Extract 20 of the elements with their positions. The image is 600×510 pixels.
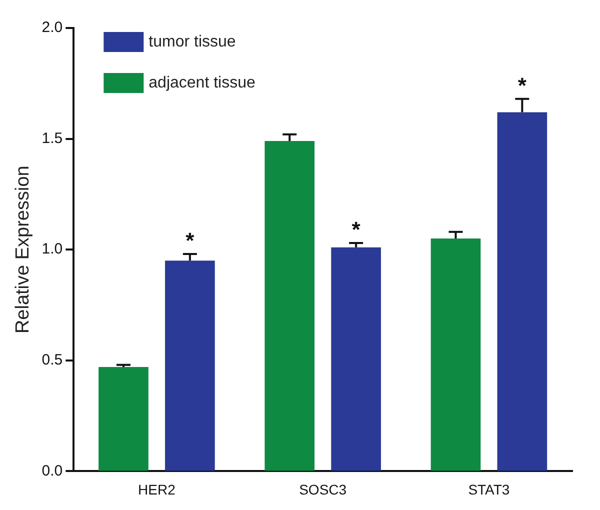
legend-label: tumor tissue [148, 33, 236, 50]
y-tick-label: 0.5 [42, 352, 63, 369]
x-tick-label: STAT3 [468, 481, 510, 498]
x-tick-label: SOSC3 [299, 481, 347, 498]
legend-label: adjacent tissue [148, 74, 256, 92]
bar [165, 260, 215, 471]
y-tick-label: 2.0 [42, 19, 63, 36]
bar [264, 141, 315, 471]
bar [497, 112, 548, 471]
y-tick-label: 0.0 [42, 462, 63, 480]
bar [331, 247, 381, 471]
annotation: * [186, 228, 195, 254]
bar [98, 367, 148, 471]
y-tick-label: 1.5 [42, 130, 63, 147]
y-axis-title: Relative Expression [12, 166, 34, 334]
annotation: * [518, 72, 527, 98]
y-tick-label: 1.0 [42, 240, 63, 258]
x-tick-label: HER2 [138, 481, 176, 498]
annotation: * [352, 217, 361, 242]
bar [430, 238, 481, 471]
